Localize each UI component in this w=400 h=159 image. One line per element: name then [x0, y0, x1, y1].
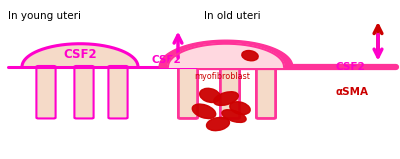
Ellipse shape — [206, 117, 230, 131]
Text: myofibroblast: myofibroblast — [194, 72, 250, 81]
FancyBboxPatch shape — [108, 66, 128, 118]
Text: CSF2: CSF2 — [152, 55, 182, 65]
FancyBboxPatch shape — [36, 66, 56, 118]
Ellipse shape — [192, 104, 216, 119]
Ellipse shape — [200, 88, 220, 103]
Ellipse shape — [214, 92, 238, 105]
Text: CSF2: CSF2 — [336, 62, 366, 72]
Polygon shape — [22, 44, 138, 67]
Text: αSMA: αSMA — [336, 87, 369, 97]
FancyBboxPatch shape — [220, 66, 240, 118]
Text: In young uteri: In young uteri — [8, 11, 81, 21]
Ellipse shape — [230, 102, 250, 114]
Ellipse shape — [242, 51, 258, 61]
FancyBboxPatch shape — [256, 66, 276, 118]
Polygon shape — [168, 44, 284, 67]
FancyBboxPatch shape — [74, 66, 94, 118]
Text: CSF2: CSF2 — [63, 48, 97, 61]
Polygon shape — [159, 40, 293, 67]
FancyBboxPatch shape — [178, 66, 198, 118]
Text: In old uteri: In old uteri — [204, 11, 261, 21]
Ellipse shape — [222, 110, 246, 122]
